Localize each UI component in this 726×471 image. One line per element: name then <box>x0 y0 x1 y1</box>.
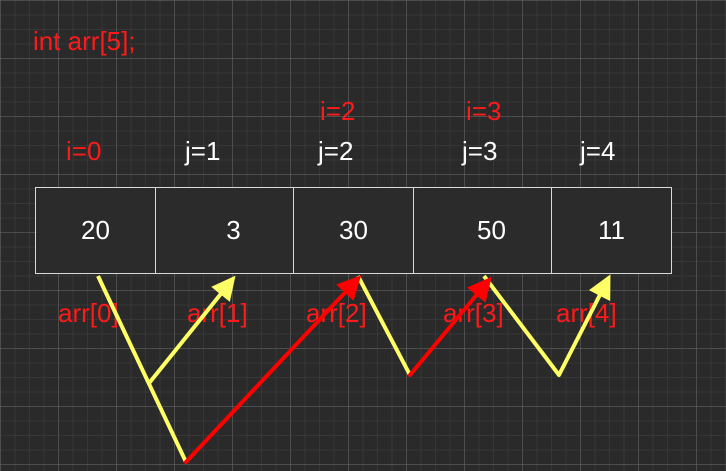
j-label-1: j=1 <box>185 136 221 166</box>
declaration-text: int arr[5]; <box>33 26 136 56</box>
i-label-3: i=3 <box>466 96 502 126</box>
array-cell-4: 11 <box>598 215 625 245</box>
index-label-1: arr[1] <box>187 298 248 328</box>
index-label-2: arr[2] <box>306 298 367 328</box>
j-label-3: j=3 <box>462 136 498 166</box>
index-label-3: arr[3] <box>443 298 504 328</box>
array-cell-2: 30 <box>294 188 414 273</box>
array-cells: 20 3 30 50 11 <box>35 187 672 274</box>
array-cell-0: 20 <box>36 188 156 273</box>
index-label-4: arr[4] <box>556 298 617 328</box>
j-label-4: j=4 <box>580 136 616 166</box>
i-label-0: i=0 <box>66 136 102 166</box>
array-cell-3: 50 <box>414 188 552 273</box>
array-cell-1: 3 <box>156 188 294 273</box>
j-label-2: j=2 <box>318 136 354 166</box>
index-label-0: arr[0] <box>58 298 119 328</box>
i-label-2: i=2 <box>320 96 356 126</box>
